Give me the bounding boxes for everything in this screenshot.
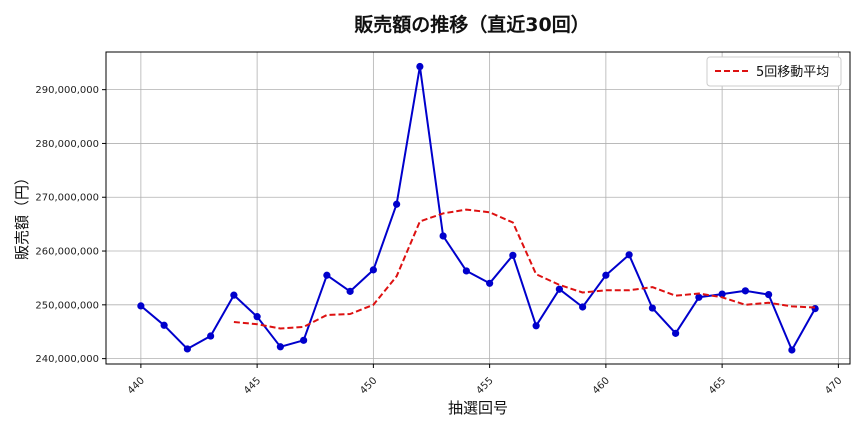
sales-data-point	[695, 293, 703, 301]
y-tick-label: 290,000,000	[35, 85, 99, 96]
y-tick-label: 250,000,000	[35, 300, 99, 311]
chart-title: 販売額の推移（直近30回）	[354, 13, 589, 36]
x-tick-label: 440	[126, 375, 147, 396]
y-axis-label: 販売額（円）	[13, 170, 31, 260]
sales-data-point	[416, 62, 424, 71]
sales-data-point	[462, 267, 470, 275]
sales-data-point	[625, 251, 633, 259]
y-tick-label: 270,000,000	[35, 193, 99, 204]
sales-data-point	[393, 200, 401, 208]
y-axis-ticks: 240,000,000 250,000,000 260,000,000 270,000…	[35, 85, 106, 365]
sales-data-point	[207, 332, 215, 340]
sales-data-point	[672, 329, 680, 337]
x-axis-ticks: 440 445 450 455 460 465 470	[126, 364, 844, 397]
x-tick-label: 445	[242, 375, 263, 396]
x-tick-label: 460	[591, 375, 612, 396]
legend-moving-average-label: 5回移動平均	[756, 65, 829, 80]
grid-lines	[106, 52, 850, 364]
sales-data-point	[579, 303, 587, 311]
legend: 5回移動平均	[706, 56, 842, 87]
y-tick-label: 280,000,000	[35, 139, 99, 150]
sales-data-point	[323, 271, 331, 279]
sales-data-point	[788, 346, 796, 354]
moving-average-series-line	[233, 208, 816, 330]
sales-data-point	[486, 279, 494, 287]
sales-data-point	[160, 321, 168, 329]
sales-data-point	[532, 322, 540, 330]
x-tick-label: 455	[474, 375, 495, 396]
x-axis-label: 抽選回号	[448, 399, 508, 417]
sales-data-point	[346, 287, 354, 295]
sales-data-point	[765, 291, 773, 299]
x-tick-label: 470	[823, 375, 844, 396]
legend-box	[706, 56, 842, 87]
sales-data-point	[230, 291, 238, 299]
sales-data-point	[811, 304, 819, 313]
sales-data-point	[648, 304, 656, 312]
x-tick-label: 465	[707, 375, 728, 396]
sales-data-point	[718, 290, 726, 298]
y-tick-label: 260,000,000	[35, 247, 99, 258]
sales-data-point	[509, 251, 517, 259]
sales-data-point	[300, 336, 308, 344]
sales-data-point	[183, 345, 191, 353]
sales-data-point	[555, 285, 563, 293]
sales-data-point	[741, 287, 749, 295]
x-tick-label: 450	[358, 375, 379, 396]
sales-data-point	[276, 343, 284, 351]
plot-frame	[105, 51, 851, 365]
sales-series-line	[140, 65, 816, 351]
sales-data-point	[439, 232, 447, 240]
sales-data-point	[137, 302, 145, 310]
sales-data-point	[369, 266, 377, 274]
y-tick-label: 240,000,000	[35, 354, 99, 365]
series-layer	[137, 62, 819, 354]
sales-data-point	[253, 313, 261, 321]
sales-data-point	[602, 271, 610, 279]
